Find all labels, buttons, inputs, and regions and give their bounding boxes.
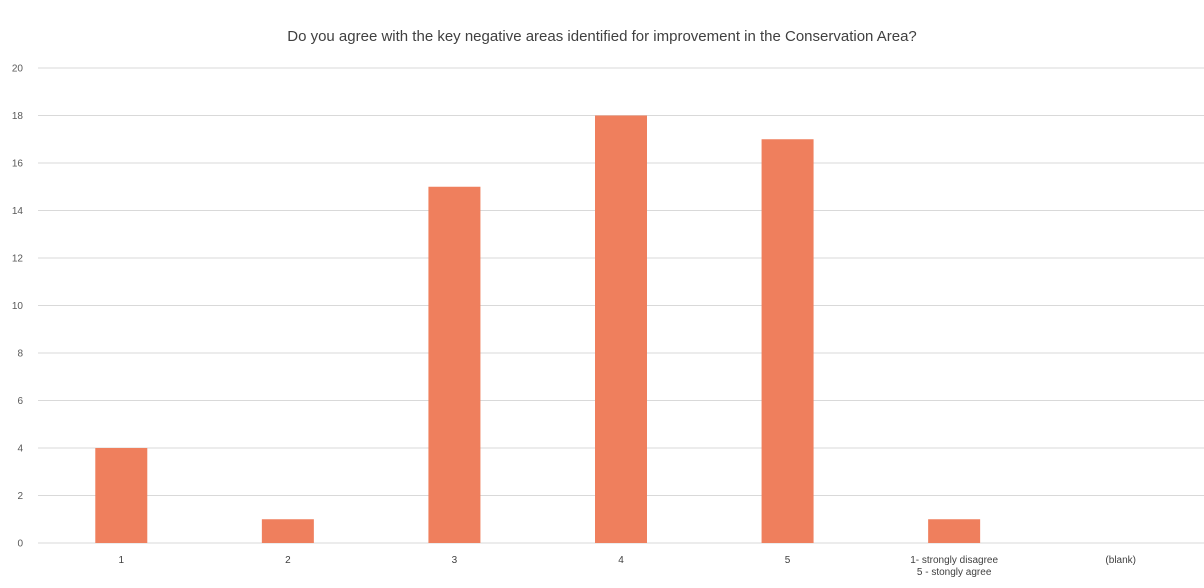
- y-axis-ticks: 0 2 4 6 8 10 12 14 16 18 20: [12, 64, 24, 550]
- x-tick-label: 2: [285, 555, 291, 566]
- x-tick-label: 4: [618, 555, 624, 566]
- bar-6: [928, 519, 981, 543]
- y-tick-label: 0: [17, 539, 23, 550]
- y-tick-label: 16: [12, 159, 24, 170]
- bar-3: [428, 186, 481, 543]
- x-tick-label: 5: [785, 555, 791, 566]
- bars: [95, 115, 981, 543]
- y-tick-label: 14: [12, 206, 24, 217]
- y-tick-label: 12: [12, 254, 24, 265]
- x-tick-label: 3: [452, 555, 458, 566]
- y-tick-label: 8: [17, 349, 23, 360]
- bar-5: [761, 139, 814, 543]
- y-tick-label: 20: [12, 64, 24, 75]
- y-tick-label: 10: [12, 301, 24, 312]
- x-tick-label: 1: [119, 555, 125, 566]
- bar-1: [95, 448, 148, 543]
- chart-title: Do you agree with the key negative areas…: [287, 28, 917, 45]
- x-tick-label: 1- strongly disagree 5 - stongly agree: [910, 555, 998, 578]
- y-tick-label: 6: [17, 396, 23, 407]
- x-axis-ticks: 1 2 3 4 5 1- strongly disagree 5 - stongly agr…: [119, 555, 1136, 578]
- x-tick-label: (blank): [1105, 555, 1136, 566]
- bar-2: [261, 519, 314, 543]
- y-tick-label: 4: [17, 444, 23, 455]
- bar-4: [595, 115, 647, 543]
- y-tick-label: 2: [17, 491, 23, 502]
- y-tick-label: 18: [12, 111, 24, 122]
